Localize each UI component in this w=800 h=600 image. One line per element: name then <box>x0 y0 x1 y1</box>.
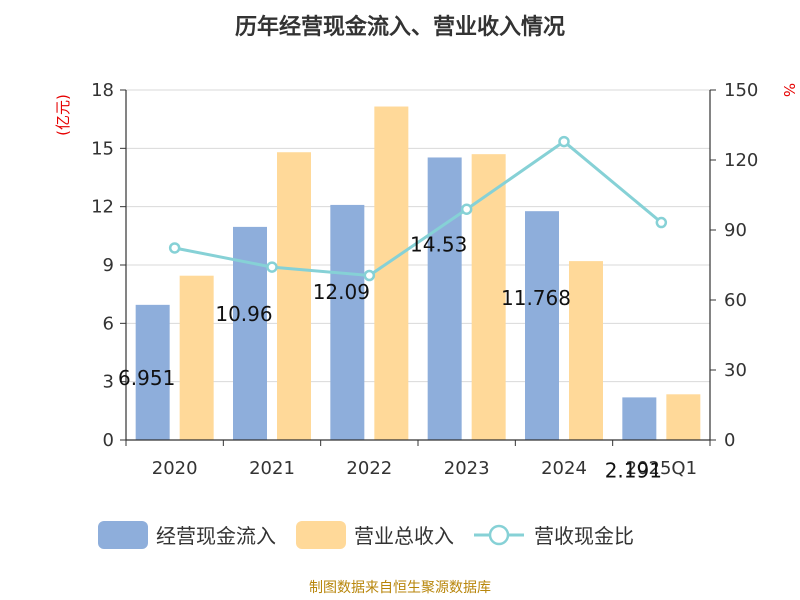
x-axis-tick-label: 2021 <box>249 458 295 479</box>
left-axis-tick-label: 18 <box>91 80 114 101</box>
bar <box>622 397 657 440</box>
line-point <box>655 216 668 229</box>
legend-label: 经营现金流入 <box>156 524 276 548</box>
legend-swatch <box>98 521 148 549</box>
bar <box>330 204 365 440</box>
left-axis-tick-label: 15 <box>91 138 114 159</box>
x-axis-tick-label: 2022 <box>346 458 392 479</box>
line-point <box>266 261 278 273</box>
bar <box>233 226 267 440</box>
right-axis-unit: % <box>780 83 798 97</box>
x-axis-tick-label: 2025Q1 <box>626 458 697 479</box>
left-axis-unit: (亿元) <box>54 94 72 136</box>
chart-title: 历年经营现金流入、营业收入情况 <box>235 14 565 40</box>
left-axis-tick-label: 6 <box>103 313 114 334</box>
legend-label: 营业总收入 <box>354 524 454 548</box>
data-labels: 6.951 10.96 12.09 14.53 11.768 2.191 <box>118 232 662 482</box>
axes: 0 3 6 9 12 15 18 0 30 60 90 120 150 2020 2021 2022 2023 2… <box>91 80 758 479</box>
bar <box>135 304 170 440</box>
bar <box>525 211 559 440</box>
left-axis-tick-label: 0 <box>103 430 114 451</box>
right-axis-tick-label: 0 <box>724 430 735 451</box>
line-point <box>460 203 473 215</box>
x-axis-tick-label: 2023 <box>444 458 490 479</box>
data-label: 14.53 <box>410 232 467 256</box>
line-series <box>174 139 663 278</box>
legend-marker <box>488 524 510 546</box>
x-axis-tick-label: 2024 <box>541 458 587 479</box>
bars <box>135 106 701 441</box>
right-axis-tick-label: 150 <box>724 80 758 101</box>
legend-swatch <box>296 521 346 549</box>
legend-label: 营收现金比 <box>534 524 634 548</box>
right-axis-tick-label: 90 <box>724 220 747 241</box>
data-label: 11.768 <box>501 286 571 310</box>
right-axis-tick-label: 30 <box>724 360 747 381</box>
legend: 经营现金流入 营业总收入 营收现金比 <box>98 521 634 549</box>
ratio-line <box>168 135 668 282</box>
data-label: 6.951 <box>118 366 175 390</box>
data-label: 2.191 <box>605 458 662 482</box>
line-point <box>168 242 181 254</box>
bar <box>179 275 214 440</box>
right-axis-tick-label: 60 <box>724 290 747 311</box>
left-axis-tick-label: 9 <box>103 255 114 276</box>
left-axis-tick-label: 3 <box>103 372 114 393</box>
line-point <box>363 269 376 282</box>
x-axis-tick-label: 2020 <box>152 458 198 479</box>
line-point <box>558 135 570 148</box>
data-label: 10.96 <box>215 302 272 326</box>
bar <box>427 157 462 440</box>
grid-lines <box>126 89 710 383</box>
left-axis-tick-label: 12 <box>91 197 114 218</box>
data-label: 12.09 <box>313 280 370 304</box>
bar <box>569 261 603 440</box>
bar <box>374 106 409 441</box>
bar <box>666 394 701 440</box>
bar <box>277 152 311 440</box>
right-axis-tick-label: 120 <box>724 150 758 171</box>
source-note: 制图数据来自恒生聚源数据库 <box>309 580 491 596</box>
